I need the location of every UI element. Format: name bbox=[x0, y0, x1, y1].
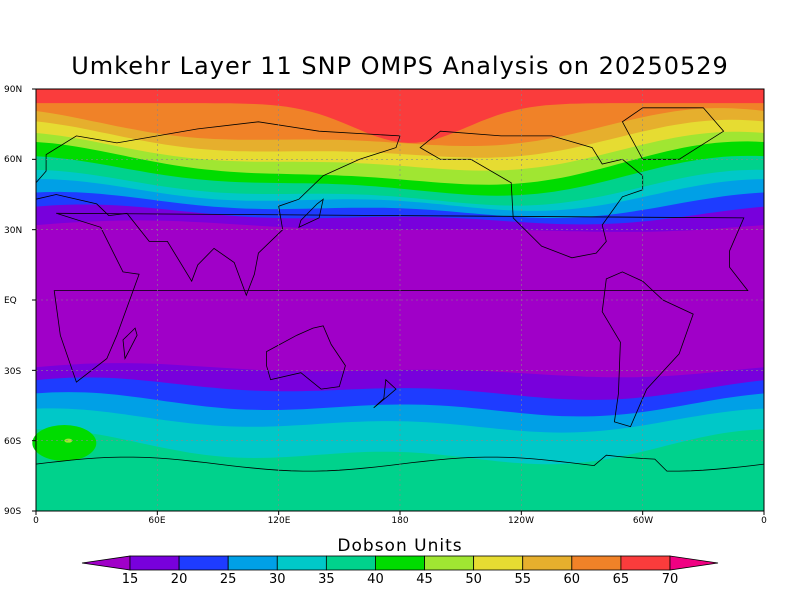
colorbar-label-55: 55 bbox=[514, 572, 531, 587]
map-title: Umkehr Layer 11 SNP OMPS Analysis on 202… bbox=[71, 52, 729, 80]
coastlines bbox=[35, 107, 765, 472]
colorbar-label-25: 25 bbox=[219, 572, 237, 587]
colorbar-label-15: 15 bbox=[121, 572, 139, 587]
colorbar-label-60: 60 bbox=[563, 572, 581, 587]
lat-label-90n: 90N bbox=[4, 85, 23, 95]
colorbar-label-30: 30 bbox=[268, 572, 286, 587]
coast-japan bbox=[298, 198, 324, 229]
field-blob-south bbox=[32, 425, 97, 462]
colorbar-label-65: 65 bbox=[612, 572, 630, 587]
coast-antarctica bbox=[35, 454, 765, 472]
lat-label-eq: EQ bbox=[4, 296, 17, 306]
field-blob-core bbox=[64, 438, 73, 443]
lat-label-60n: 60N bbox=[4, 155, 23, 165]
coast-north-america bbox=[419, 130, 644, 259]
lon-label-0: 0 bbox=[33, 516, 39, 526]
lon-label-180: 180 bbox=[391, 516, 409, 526]
axis-ticks bbox=[32, 88, 765, 515]
lat-label-30s: 30S bbox=[4, 367, 22, 377]
gridlines bbox=[36, 89, 764, 511]
lon-label-120w: 120W bbox=[507, 516, 535, 526]
coast-australia bbox=[266, 325, 346, 390]
coast-madagascar bbox=[122, 327, 138, 360]
lat-label-60s: 60S bbox=[4, 437, 22, 447]
coast-new-zealand bbox=[373, 378, 397, 409]
colorbar-label-50: 50 bbox=[465, 572, 482, 587]
colorbar-label-35: 35 bbox=[318, 572, 335, 587]
lon-label-120e: 120E bbox=[267, 516, 291, 526]
coast-eurasia bbox=[35, 121, 401, 297]
colorbar-label-40: 40 bbox=[367, 572, 384, 587]
colorbar-label-20: 20 bbox=[170, 572, 188, 587]
colorbar-label-70: 70 bbox=[661, 572, 679, 587]
coast-africa bbox=[53, 212, 749, 383]
lon-label-0-end: 0 bbox=[761, 516, 767, 526]
colorbar-title: Dobson Units bbox=[337, 536, 463, 556]
lon-label-60e: 60E bbox=[148, 516, 166, 526]
coast-south-america bbox=[601, 271, 694, 428]
colorbar-label-45: 45 bbox=[416, 572, 433, 587]
lat-label-30n: 30N bbox=[4, 226, 23, 236]
lat-label-90s: 90S bbox=[4, 507, 22, 517]
coast-greenland bbox=[621, 107, 725, 160]
lon-label-60w: 60W bbox=[632, 516, 654, 526]
